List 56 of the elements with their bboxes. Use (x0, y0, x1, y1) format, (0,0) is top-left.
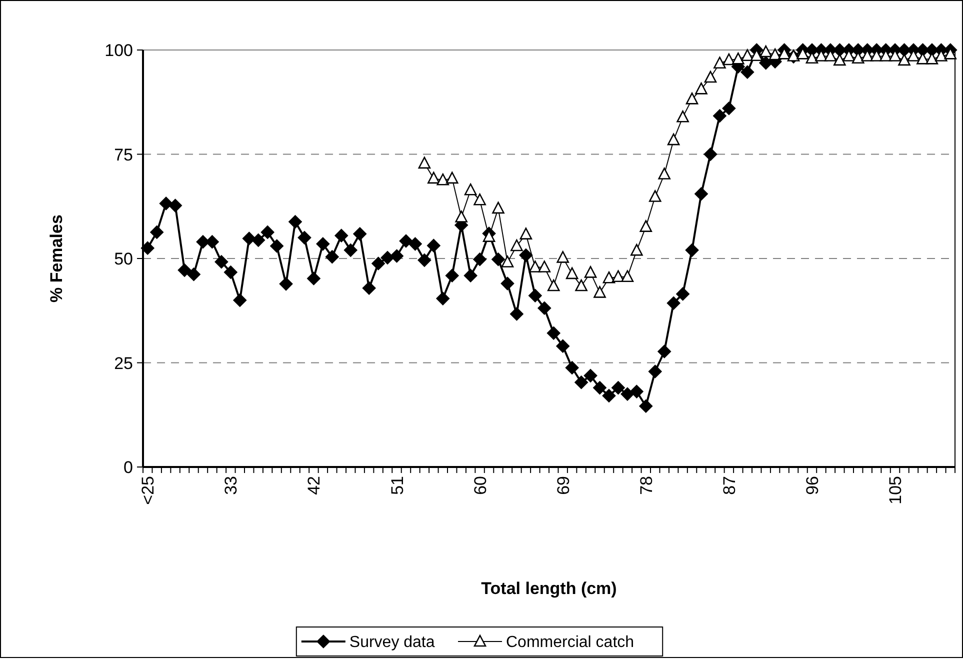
x-tick-label: <25 (138, 476, 158, 505)
point (529, 260, 542, 272)
point (602, 271, 616, 284)
y-tick-label: 75 (114, 145, 133, 164)
point (704, 70, 717, 83)
point (686, 92, 698, 104)
point (520, 228, 532, 240)
point (714, 56, 726, 68)
x-tick-label: 69 (554, 476, 573, 495)
point (768, 48, 782, 60)
point (584, 266, 597, 278)
point (787, 50, 800, 62)
point (455, 210, 468, 222)
y-tick-label: 25 (114, 354, 133, 373)
point (648, 190, 662, 202)
point (446, 172, 458, 184)
y-tick-label: 100 (104, 41, 133, 60)
legend-label: Survey data (349, 634, 435, 651)
x-tick-label: 42 (304, 476, 324, 495)
x-tick-label: 33 (222, 476, 241, 495)
y-tick-label: 0 (124, 458, 133, 477)
point (538, 260, 551, 272)
x-tick-label: 87 (720, 476, 739, 495)
point (510, 239, 523, 252)
x-tick-label: 51 (388, 476, 407, 495)
y-axis-title: % Females (47, 214, 66, 302)
point (566, 267, 578, 280)
point (658, 168, 670, 180)
point (436, 173, 450, 186)
point (630, 244, 643, 256)
point (695, 82, 708, 94)
point (418, 156, 431, 169)
point (547, 279, 560, 292)
point (575, 279, 588, 292)
x-tick-label: 105 (886, 476, 906, 504)
point (732, 52, 744, 64)
point (640, 220, 652, 232)
y-tick-label: 50 (114, 250, 133, 268)
point (492, 202, 504, 214)
x-tick-label: 96 (802, 476, 822, 495)
point (464, 183, 477, 196)
x-axis-title: Total length (cm) (481, 579, 617, 598)
point (612, 270, 624, 282)
point (594, 286, 606, 298)
point (722, 53, 736, 66)
point (760, 45, 772, 58)
point (676, 110, 689, 122)
legend-label: Commercial catch (506, 634, 634, 651)
point (501, 256, 514, 268)
x-tick-label: 78 (636, 476, 656, 495)
point (621, 270, 634, 282)
point (474, 193, 486, 206)
point (667, 133, 680, 146)
point (556, 251, 569, 263)
point (428, 172, 440, 184)
x-tick-label: 60 (470, 476, 490, 495)
